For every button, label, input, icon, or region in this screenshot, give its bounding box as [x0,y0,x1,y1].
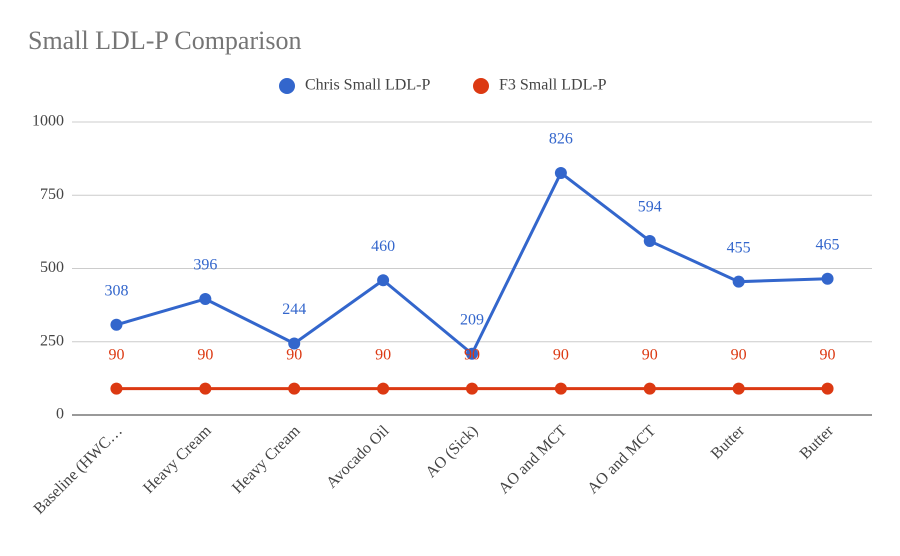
data-label: 90 [820,346,836,363]
data-point [466,347,478,360]
data-point [377,382,390,395]
data-label: 209 [460,311,484,328]
data-label: 90 [464,346,480,363]
data-label: 90 [642,346,658,363]
x-tick-label: AO (Sick) [423,422,482,481]
data-point [554,382,567,395]
data-point [199,292,212,305]
data-label: 308 [104,282,128,299]
data-point [732,382,745,395]
data-point [732,275,745,288]
data-point [821,382,834,395]
data-label: 90 [731,346,747,363]
y-tick-label: 500 [40,259,64,276]
data-point [643,382,656,395]
data-label: 90 [286,346,302,363]
y-tick-label: 750 [40,186,64,203]
x-tick-label: Heavy Cream [140,422,215,497]
data-point [288,337,301,350]
data-point [110,318,123,331]
x-tick-label: Butter [708,422,749,463]
data-point [288,382,301,395]
data-label: 396 [193,257,217,274]
legend-label: F3 Small LDL-P [499,77,607,94]
x-tick-label: Avocado Oil [323,422,393,492]
data-label: 90 [197,346,213,363]
x-tick-label: AO and MCT [495,422,570,497]
x-tick-label: Baseline (HWC… [31,422,126,517]
data-point [377,274,390,287]
data-label: 90 [553,346,569,363]
legend: Chris Small LDL-P F3 Small LDL-P [279,77,607,94]
data-label: 244 [282,301,306,318]
legend-label: Chris Small LDL-P [305,77,430,94]
y-tick-label: 1000 [32,113,64,130]
y-tick-label: 0 [56,406,64,423]
chart-title: Small LDL-P Comparison [28,26,301,55]
data-point [821,272,834,285]
data-label: 455 [727,239,751,256]
data-point [110,382,123,395]
data-label: 826 [549,131,573,148]
data-point [466,382,478,395]
legend-marker [473,78,489,94]
data-label: 90 [375,346,391,363]
legend-marker [279,78,295,94]
data-point [554,166,567,179]
data-label: 90 [108,346,124,363]
x-tick-label: Heavy Cream [229,422,304,497]
data-label: 465 [816,236,840,253]
data-label: 460 [371,238,395,255]
x-tick-label: AO and MCT [584,422,659,497]
data-point [643,234,656,247]
data-point [199,382,212,395]
data-label: 594 [638,199,662,216]
y-tick-label: 250 [40,332,64,349]
x-tick-label: Butter [797,422,838,463]
